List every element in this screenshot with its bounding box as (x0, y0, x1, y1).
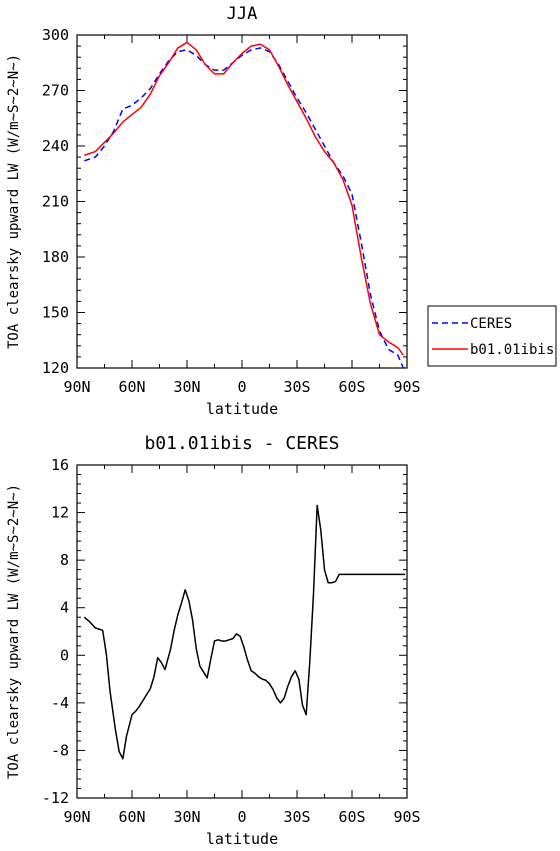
legend-box (427, 305, 557, 367)
y-tick-label: 180 (42, 248, 69, 266)
chart-panel-1: JJA 90N 60N 30N 0 30S 60S 90S 120 150 180 210 240 270… (6, 4, 557, 418)
y-tick-label: 270 (42, 82, 69, 100)
y-tick-label: 12 (51, 504, 69, 522)
x-tick-label: 60N (118, 378, 145, 396)
legend: CERES b01.01ibis (427, 305, 557, 367)
x-axis-label: latitude (206, 830, 278, 848)
y-axis-label: TOA clearsky upward LW (W/m~S~2~N~) (6, 54, 22, 349)
x-tick-label: 0 (237, 378, 246, 396)
y-tick-label: -12 (42, 789, 69, 807)
x-tick-label: 60S (338, 808, 365, 826)
y-tick-label: 4 (60, 599, 69, 617)
chart-panel-2: b01.01ibis - CERES 90N 60N 30N 0 30S 60S 90S -12… (6, 433, 421, 848)
x-tick-label: 30S (283, 378, 310, 396)
x-tick-label: 90N (63, 808, 90, 826)
y-tick-label: 0 (60, 646, 69, 664)
x-tick-label: 60N (118, 808, 145, 826)
y-tick-label: 210 (42, 193, 69, 211)
legend-label: b01.01ibis (470, 342, 554, 358)
x-tick-label: 0 (237, 808, 246, 826)
y-tick-label: 240 (42, 137, 69, 155)
chart-title: JJA (227, 4, 258, 24)
plot-frame (76, 34, 408, 369)
y-tick-label: -8 (51, 741, 69, 759)
x-tick-label: 30N (173, 808, 200, 826)
y-tick-label: 8 (60, 551, 69, 569)
x-tick-label: 30S (283, 808, 310, 826)
y-tick-label: 16 (51, 456, 69, 474)
plot-frame (76, 464, 408, 799)
x-tick-label: 90S (393, 378, 420, 396)
series-line-b01-01ibis (84, 41, 404, 356)
y-tick-label: 300 (42, 26, 69, 44)
x-axis-label: latitude (206, 400, 278, 418)
y-axis-label: TOA clearsky upward LW (W/m~S~2~N~) (6, 484, 22, 779)
series-line-difference (83, 504, 406, 760)
legend-label: CERES (470, 316, 512, 332)
y-tick-label: -4 (51, 694, 69, 712)
chart-title: b01.01ibis - CERES (144, 433, 339, 454)
y-tick-label: 120 (42, 359, 69, 377)
x-tick-label: 90S (393, 808, 420, 826)
y-tick-label: 150 (42, 304, 69, 322)
x-tick-label: 60S (338, 378, 365, 396)
x-tick-label: 30N (173, 378, 200, 396)
x-tick-label: 90N (63, 378, 90, 396)
series-line-ceres (84, 47, 405, 369)
